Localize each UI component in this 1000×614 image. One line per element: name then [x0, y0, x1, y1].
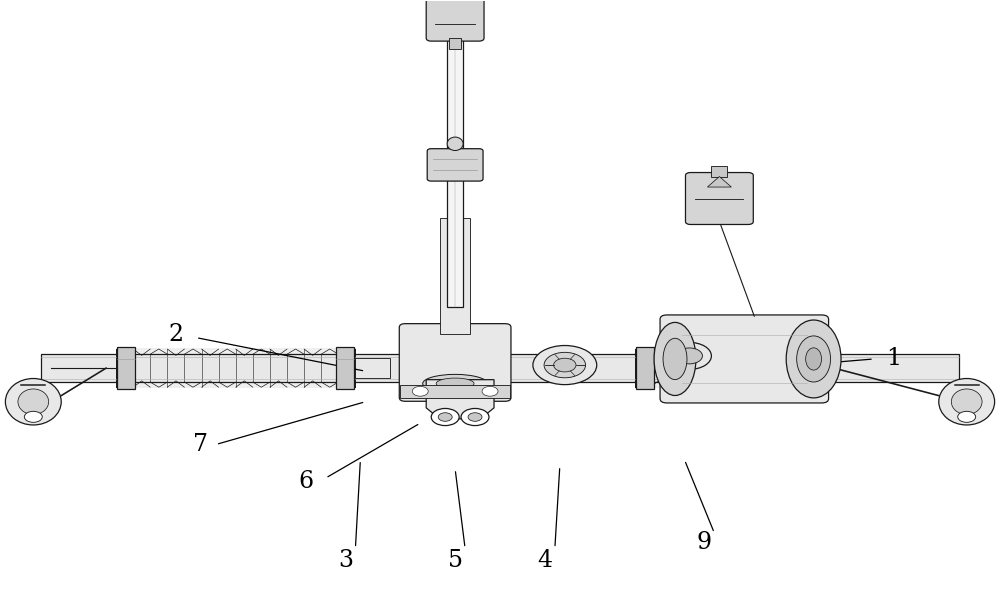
FancyBboxPatch shape	[426, 0, 484, 41]
Circle shape	[958, 411, 976, 422]
Polygon shape	[707, 176, 731, 187]
Circle shape	[24, 411, 42, 422]
FancyBboxPatch shape	[660, 315, 829, 403]
Ellipse shape	[797, 336, 831, 382]
Circle shape	[482, 386, 498, 396]
Ellipse shape	[654, 322, 696, 395]
Circle shape	[468, 413, 482, 421]
Circle shape	[431, 408, 459, 426]
Bar	[449, 38, 461, 49]
Ellipse shape	[951, 389, 982, 414]
FancyBboxPatch shape	[685, 173, 753, 225]
Bar	[355, 359, 390, 378]
Bar	[805, 347, 823, 389]
Ellipse shape	[18, 389, 49, 414]
Text: 5: 5	[448, 549, 463, 572]
Circle shape	[461, 408, 489, 426]
Bar	[440, 218, 470, 335]
Bar	[711, 166, 727, 176]
Ellipse shape	[447, 137, 463, 150]
Ellipse shape	[806, 348, 822, 370]
Ellipse shape	[436, 378, 474, 389]
Circle shape	[412, 386, 428, 396]
Bar	[400, 385, 510, 398]
FancyBboxPatch shape	[427, 149, 483, 181]
Bar	[41, 354, 959, 383]
Text: 3: 3	[338, 549, 353, 572]
Circle shape	[544, 352, 586, 378]
FancyBboxPatch shape	[399, 324, 511, 402]
Ellipse shape	[939, 378, 995, 425]
Circle shape	[554, 358, 576, 372]
Text: 4: 4	[537, 549, 552, 572]
Text: 7: 7	[193, 433, 208, 456]
Polygon shape	[426, 379, 494, 419]
Bar	[447, 32, 463, 307]
Circle shape	[668, 343, 711, 370]
Bar	[336, 347, 354, 389]
Circle shape	[438, 413, 452, 421]
Bar	[117, 347, 135, 389]
Text: 9: 9	[697, 531, 712, 554]
Ellipse shape	[663, 338, 687, 379]
Circle shape	[677, 348, 702, 364]
Text: 2: 2	[168, 323, 183, 346]
Bar	[116, 348, 355, 388]
Ellipse shape	[5, 378, 61, 425]
Circle shape	[533, 346, 597, 384]
Ellipse shape	[786, 320, 841, 398]
Bar	[635, 348, 824, 388]
Bar	[636, 347, 654, 389]
Text: 6: 6	[298, 470, 313, 492]
Text: 1: 1	[886, 348, 901, 370]
Ellipse shape	[423, 375, 488, 393]
